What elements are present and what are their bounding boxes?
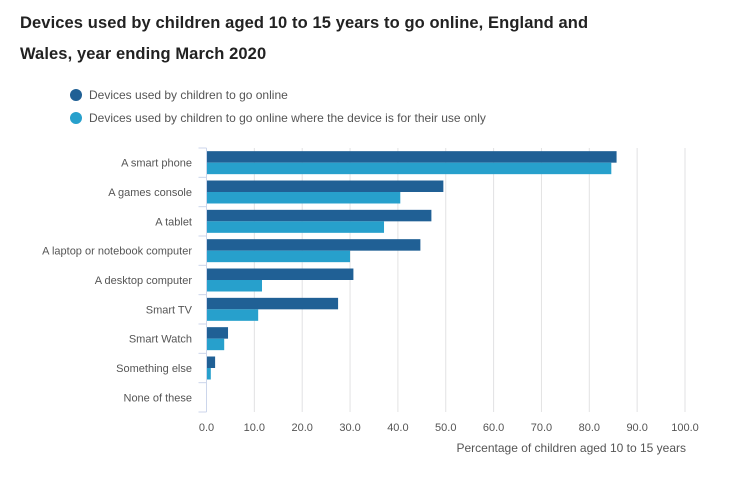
legend-dot-icon: [70, 88, 82, 101]
legend-item-all-devices[interactable]: Devices used by children to go online: [70, 83, 486, 106]
legend: Devices used by children to go online De…: [70, 83, 486, 129]
x-axis-tick-label: 50.0: [435, 422, 456, 434]
x-axis-tick-label: 10.0: [244, 422, 265, 434]
y-axis-label: Smart Watch: [129, 334, 192, 346]
bar[interactable]: [206, 162, 612, 175]
y-axis-label: A games console: [108, 187, 192, 199]
bars: [206, 151, 617, 380]
bar[interactable]: [206, 309, 259, 321]
chart-title: Devices used by children aged 10 to 15 y…: [20, 14, 589, 63]
x-axis-tick-label: 80.0: [579, 422, 600, 434]
x-axis-tick-label: 70.0: [531, 422, 552, 434]
legend-dot-icon: [70, 111, 82, 124]
bar[interactable]: [206, 180, 444, 193]
bar[interactable]: [206, 192, 401, 204]
bar[interactable]: [206, 280, 263, 292]
bar[interactable]: [206, 209, 432, 222]
legend-label: Devices used by children to go online wh…: [89, 110, 486, 125]
y-axis-label: A tablet: [155, 216, 192, 228]
x-axis-title: Percentage of children aged 10 to 15 yea…: [457, 441, 687, 455]
bar[interactable]: [206, 356, 216, 369]
bar[interactable]: [206, 327, 229, 339]
y-axis-labels: A smart phone A games console A tablet A la…: [42, 158, 192, 405]
x-axis-tick-label: 30.0: [339, 422, 360, 434]
y-axis-label: A laptop or notebook computer: [42, 246, 192, 258]
y-axis-label: Something else: [116, 363, 192, 375]
x-axis-tick-label: 20.0: [291, 422, 312, 434]
y-axis-label: Smart TV: [146, 304, 193, 316]
bar[interactable]: [206, 368, 211, 380]
bar[interactable]: [206, 250, 351, 263]
x-axis-tick-label: 40.0: [387, 422, 408, 434]
bar[interactable]: [206, 239, 421, 251]
y-axis-label: A smart phone: [121, 158, 192, 170]
x-axis-tick-label: 0.0: [199, 422, 214, 434]
x-axis-tick-label: 60.0: [483, 422, 504, 434]
x-axis-tick-label: 100.0: [671, 422, 699, 434]
bar[interactable]: [206, 297, 339, 310]
legend-item-own-use-devices[interactable]: Devices used by children to go online wh…: [70, 106, 486, 129]
bar[interactable]: [206, 221, 385, 233]
bar[interactable]: [206, 151, 617, 163]
bar[interactable]: [206, 268, 354, 281]
x-axis-labels: 0.0 10.0 20.0 30.0 40.0 50.0 60.0 70.0 80.0 90.0 1…: [199, 422, 699, 434]
legend-label: Devices used by children to go online: [89, 87, 288, 102]
bar[interactable]: [206, 338, 225, 351]
x-axis-tick-label: 90.0: [626, 422, 647, 434]
y-axis-label: A desktop computer: [95, 275, 193, 287]
y-axis: [198, 147, 207, 413]
y-axis-label: None of these: [124, 392, 193, 404]
